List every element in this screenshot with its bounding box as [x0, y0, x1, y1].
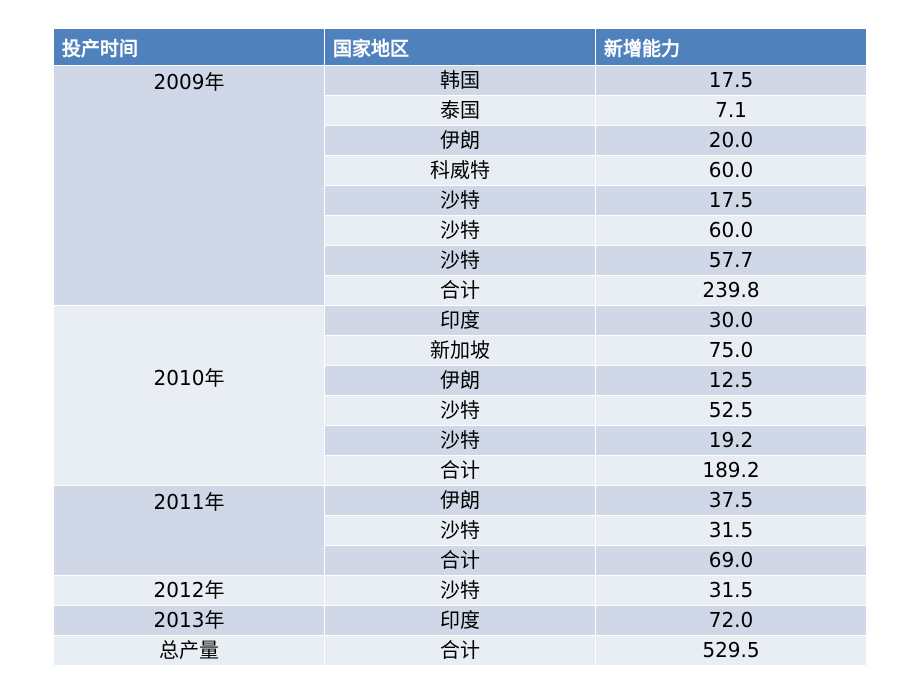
country-cell: 韩国 [324, 65, 596, 96]
table-row: 沙特 60.0 [54, 215, 867, 246]
year-cell: 2012年 [53, 575, 325, 606]
country-cell: 沙特 [324, 425, 596, 456]
country-cell: 泰国 [324, 95, 596, 126]
year-cell: 2013年 [53, 605, 325, 636]
value-cell: 37.5 [595, 485, 867, 516]
value-cell: 17.5 [595, 65, 867, 96]
value-cell: 57.7 [595, 245, 867, 276]
table-row: 泰国 7.1 [54, 95, 867, 126]
table-row: 沙特 57.7 [54, 245, 867, 276]
table-row: 2012年 沙特 31.5 [53, 575, 867, 606]
country-cell: 科威特 [324, 155, 596, 186]
table-row: 合计 239.8 [54, 275, 867, 306]
year-cell: 2009年 [53, 65, 325, 306]
table-row: 合计 189.2 [54, 455, 867, 486]
country-cell: 沙特 [324, 215, 596, 246]
value-cell: 69.0 [595, 545, 867, 576]
value-cell: 529.5 [595, 635, 867, 666]
table-row: 2010年 印度 30.0 [53, 305, 867, 486]
country-cell: 伊朗 [324, 365, 596, 396]
table-header-row: 投产时间 国家地区 新增能力 [53, 28, 867, 66]
country-cell: 沙特 [324, 245, 596, 276]
table-row: 2011年 伊朗 37.5 [53, 485, 867, 576]
year-cell: 2010年 [53, 305, 325, 486]
value-cell: 20.0 [595, 125, 867, 156]
country-cell: 合计 [324, 635, 596, 666]
value-cell: 12.5 [595, 365, 867, 396]
year-cell: 2011年 [53, 485, 325, 576]
value-cell: 30.0 [595, 305, 867, 336]
country-cell: 沙特 [324, 185, 596, 216]
year-cell: 总产量 [53, 635, 325, 666]
country-cell: 印度 [324, 605, 596, 636]
capacity-table: 投产时间 国家地区 新增能力 2009年 韩国 17.5 泰国 7.1 伊朗 2… [53, 28, 867, 666]
value-cell: 17.5 [595, 185, 867, 216]
country-cell: 合计 [324, 545, 596, 576]
table-row: 科威特 60.0 [54, 155, 867, 186]
value-cell: 31.5 [595, 515, 867, 546]
country-cell: 伊朗 [324, 485, 596, 516]
header-capacity: 新增能力 [595, 28, 867, 66]
table-row: 沙特 17.5 [54, 185, 867, 216]
value-cell: 19.2 [595, 425, 867, 456]
country-cell: 合计 [324, 275, 596, 306]
value-cell: 72.0 [595, 605, 867, 636]
value-cell: 75.0 [595, 335, 867, 366]
table-row: 2009年 韩国 17.5 [53, 65, 867, 306]
table-row: 合计 69.0 [54, 545, 867, 576]
country-cell: 沙特 [324, 515, 596, 546]
value-cell: 60.0 [595, 155, 867, 186]
value-cell: 239.8 [595, 275, 867, 306]
country-cell: 伊朗 [324, 125, 596, 156]
country-cell: 印度 [324, 305, 596, 336]
table-row: 沙特 52.5 [54, 395, 867, 426]
table-row: 总产量 合计 529.5 [53, 635, 867, 666]
value-cell: 60.0 [595, 215, 867, 246]
value-cell: 189.2 [595, 455, 867, 486]
country-cell: 合计 [324, 455, 596, 486]
value-cell: 7.1 [595, 95, 867, 126]
country-cell: 新加坡 [324, 335, 596, 366]
table-row: 2013年 印度 72.0 [53, 605, 867, 636]
header-region: 国家地区 [324, 28, 596, 66]
table-row: 沙特 19.2 [54, 425, 867, 456]
country-cell: 沙特 [324, 575, 596, 606]
header-time: 投产时间 [53, 28, 325, 66]
country-cell: 沙特 [324, 395, 596, 426]
value-cell: 31.5 [595, 575, 867, 606]
table-row: 沙特 31.5 [54, 515, 867, 546]
value-cell: 52.5 [595, 395, 867, 426]
